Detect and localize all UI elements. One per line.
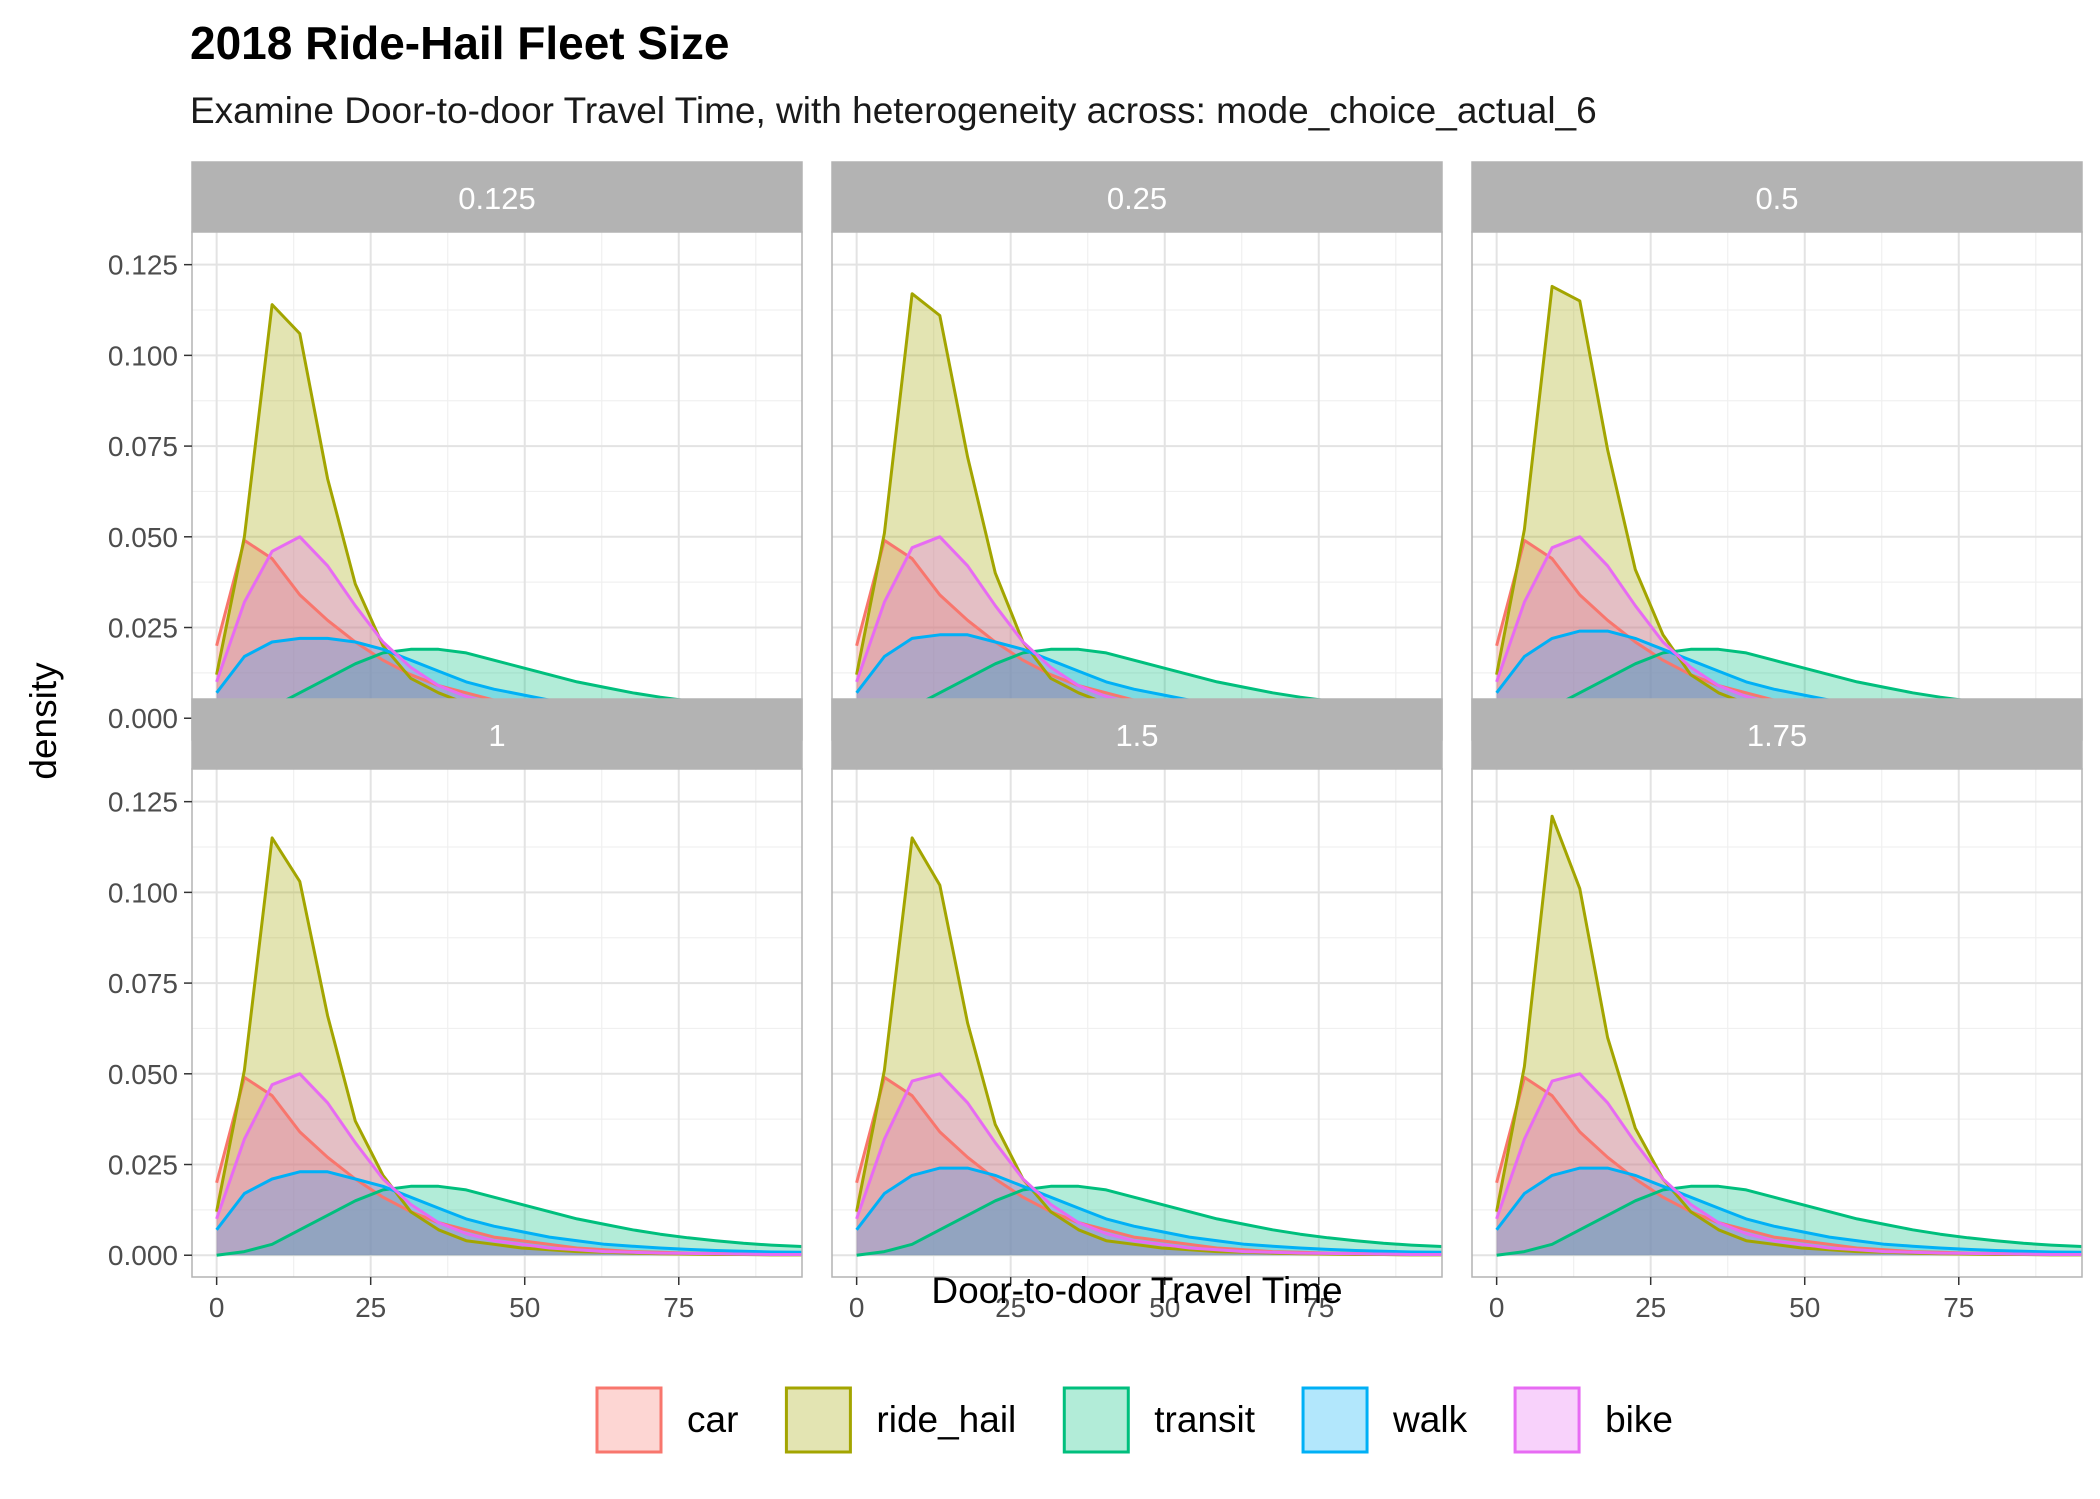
- x-tick-label: 0: [209, 1292, 225, 1323]
- facet-strip: [831, 698, 1443, 770]
- density-area-car: [1496, 1077, 2082, 1256]
- panel-border: [191, 768, 803, 1278]
- x-axis-title: Door-to-door Travel Time: [931, 1270, 1342, 1311]
- density-line-transit: [856, 1184, 1443, 1257]
- facet-strip-label: 1.75: [1747, 718, 1807, 753]
- density-area-walk: [856, 634, 1442, 719]
- legend-key-transit: [1062, 1386, 1130, 1454]
- chart-subtitle: Examine Door-to-door Travel Time, with h…: [190, 90, 1597, 131]
- density-area-car: [1496, 540, 2082, 719]
- density-area-bike: [1496, 536, 2082, 719]
- density-line-walk: [1495, 1166, 2083, 1254]
- y-tick-label: 0.000: [108, 703, 178, 734]
- density-area-car: [216, 540, 803, 719]
- legend-key-car: [595, 1386, 663, 1454]
- legend-key-ride_hail: [784, 1386, 852, 1454]
- density-line-bike: [1495, 1072, 2082, 1256]
- facet-strip-label: 1.5: [1115, 718, 1158, 753]
- density-area-bike: [856, 536, 1442, 719]
- density-area-transit: [216, 1186, 803, 1256]
- y-tick-label: 0.125: [108, 250, 178, 281]
- density-area-walk: [1496, 631, 2082, 719]
- legend-label-ride_hail: ride_hail: [876, 1399, 1016, 1440]
- density-area-transit: [1496, 1186, 2082, 1256]
- x-tick-label: 0: [1489, 1292, 1505, 1323]
- panel-border: [831, 768, 1443, 1278]
- legend-label-car: car: [687, 1399, 738, 1440]
- x-tick-label: 50: [1789, 1292, 1820, 1323]
- density-area-ride_hail: [1496, 816, 2082, 1256]
- facet-strip-label: 1: [488, 718, 505, 753]
- facet-strip-label: 0.5: [1755, 181, 1798, 216]
- legend-label-transit: transit: [1154, 1399, 1255, 1440]
- density-area-walk: [1496, 1168, 2082, 1256]
- x-tick-label: 25: [355, 1292, 386, 1323]
- y-tick-label: 0.050: [108, 522, 178, 553]
- y-tick-label: 0.100: [108, 877, 178, 908]
- legend-key-bike: [1513, 1386, 1581, 1454]
- facet-strip-label: 0.25: [1107, 181, 1167, 216]
- x-tick-label: 25: [995, 1292, 1026, 1323]
- density-area-car: [856, 540, 1442, 719]
- density-line-walk: [215, 1170, 803, 1254]
- x-tick-label: 50: [1149, 1292, 1180, 1323]
- density-area-car: [856, 1077, 1442, 1256]
- density-area-walk: [216, 1171, 803, 1256]
- density-area-walk: [856, 1168, 1442, 1256]
- density-area-car: [216, 1077, 803, 1256]
- x-tick-label: 75: [1943, 1292, 1974, 1323]
- y-tick-label: 0.100: [108, 340, 178, 371]
- y-tick-label: 0.075: [108, 968, 178, 999]
- x-tick-label: 75: [1303, 1292, 1334, 1323]
- x-tick-label: 50: [509, 1292, 540, 1323]
- density-area-bike: [856, 1073, 1442, 1256]
- y-tick-label: 0.075: [108, 431, 178, 462]
- y-tick-label: 0.050: [108, 1059, 178, 1090]
- density-area-ride_hail: [856, 293, 1442, 719]
- y-tick-label: 0.125: [108, 787, 178, 818]
- panel-border: [1471, 768, 2083, 1278]
- density-line-bike: [855, 1072, 1442, 1256]
- density-line-walk: [855, 1166, 1443, 1254]
- density-area-bike: [1496, 1073, 2082, 1256]
- legend-label-walk: walk: [1392, 1399, 1468, 1440]
- x-tick-label: 25: [1635, 1292, 1666, 1323]
- density-area-bike: [216, 1073, 803, 1256]
- y-axis-title: density: [23, 662, 64, 780]
- x-tick-label: 75: [663, 1292, 694, 1323]
- y-tick-label: 0.025: [108, 1150, 178, 1181]
- facet-strip: [831, 161, 1443, 233]
- facet-strip: [1471, 698, 2083, 770]
- density-area-ride_hail: [1496, 286, 2082, 719]
- density-line-bike: [215, 1072, 802, 1256]
- density-line-transit: [216, 1184, 803, 1257]
- y-tick-label: 0.000: [108, 1240, 178, 1271]
- x-tick-label: 0: [849, 1292, 865, 1323]
- density-line-transit: [1496, 1184, 2083, 1257]
- density-area-bike: [216, 536, 803, 719]
- legend-label-bike: bike: [1605, 1399, 1673, 1440]
- legend-key-walk: [1301, 1386, 1369, 1454]
- density-area-transit: [856, 1186, 1442, 1256]
- facet-strip-label: 0.125: [458, 181, 536, 216]
- chart-title: 2018 Ride-Hail Fleet Size: [190, 17, 730, 69]
- y-tick-label: 0.025: [108, 613, 178, 644]
